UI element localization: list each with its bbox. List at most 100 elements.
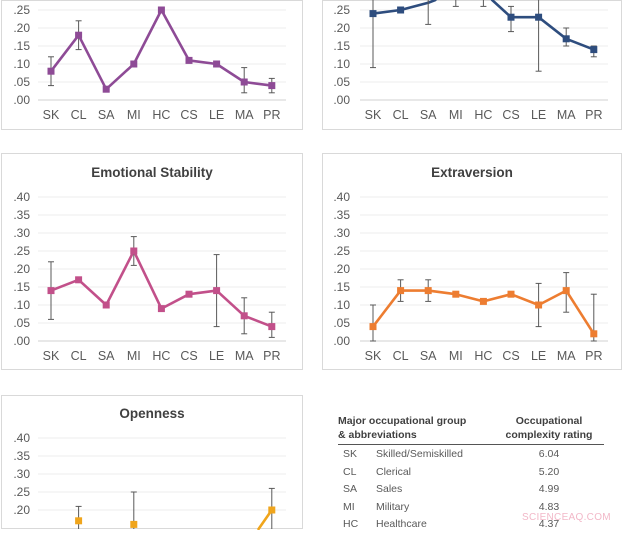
y-tick-label: .00 [333, 93, 350, 107]
x-tick-label: CL [393, 108, 409, 122]
data-point-ma [240, 312, 248, 320]
series-line-segment [215, 289, 246, 318]
y-tick-label: .05 [333, 75, 350, 89]
x-tick-label: MI [449, 349, 463, 363]
y-tick-label: .30 [13, 226, 30, 240]
y-tick-label: .25 [13, 485, 30, 499]
y-tick-label: .15 [13, 39, 30, 53]
x-tick-label: HC [474, 108, 492, 122]
abbr: HC [343, 518, 359, 531]
series-line-segment [537, 15, 568, 41]
header-rating: Occupational complexity rating [494, 414, 604, 442]
panel-border [322, 0, 622, 130]
data-point-hc [157, 305, 165, 313]
y-tick-label: .40 [13, 190, 30, 204]
series-line-segment [371, 8, 402, 15]
table-row: HC Healthcare 4.37 [338, 516, 604, 534]
x-tick-label: HC [474, 349, 492, 363]
rating: 5.20 [538, 465, 560, 478]
series-line-segment [426, 0, 437, 5]
data-point-pr [268, 323, 276, 331]
data-point-le [535, 301, 543, 309]
header-group-line2: & abbreviations [338, 429, 417, 441]
series-line-segment [242, 80, 274, 87]
header-group-line1: Major occupational group [338, 415, 467, 427]
x-tick-label: HC [152, 108, 170, 122]
y-tick-label: .20 [333, 262, 350, 276]
y-tick-label: .20 [13, 262, 30, 276]
x-tick-label: PR [263, 108, 280, 122]
x-tick-label: LE [531, 349, 546, 363]
x-tick-label: SA [98, 108, 115, 122]
x-tick-label: MA [557, 349, 576, 363]
y-tick-label: .25 [13, 3, 30, 17]
data-point-pr [268, 506, 276, 514]
x-tick-label: MA [557, 108, 576, 122]
x-tick-label: MI [127, 108, 141, 122]
data-point-cl [75, 517, 83, 525]
series-line-segment [482, 292, 513, 303]
y-tick-label: .15 [333, 280, 350, 294]
group-name: Healthcare [376, 518, 427, 531]
y-tick-label: .35 [13, 208, 30, 222]
data-point-cl [75, 276, 83, 284]
x-tick-label: PR [585, 108, 602, 122]
series-line-segment [399, 1, 430, 12]
series-line-segment [454, 292, 485, 303]
chart-panel-1: .00 .05 .10 .15 .20 .25 SK CL SA MI HC CS LE MA PR [1, 0, 303, 130]
x-tick-label: LE [209, 108, 224, 122]
data-point-cl [397, 287, 405, 295]
chart-panel-4: Extraversion .00 .05 .10 .15 .20 .25 .30 .35 .40 S… [322, 153, 622, 370]
series-line-segment [49, 278, 80, 292]
y-tick-label: .10 [333, 298, 350, 312]
data-point-cl [75, 31, 83, 39]
series-line-segment [132, 8, 163, 66]
data-point-sk [47, 67, 55, 75]
series-line-segment [242, 314, 274, 328]
x-tick-label: CL [71, 108, 87, 122]
x-tick-label: SK [365, 349, 382, 363]
data-point-cs [507, 290, 515, 298]
y-tick-label: .35 [333, 208, 350, 222]
x-tick-label: SA [420, 108, 437, 122]
y-tick-label: .25 [333, 3, 350, 17]
x-tick-label: HC [152, 349, 170, 363]
x-tick-label: CS [502, 108, 519, 122]
y-tick-label: .15 [13, 280, 30, 294]
data-point-sa [102, 85, 110, 93]
chart-panel-5: Openness .20 .25 .30 .35 .40 [1, 395, 303, 530]
abbr: SA [343, 483, 358, 496]
data-point-ma [240, 78, 248, 86]
x-tick-label: CL [393, 349, 409, 363]
chart-title: Openness [119, 406, 184, 421]
occupation-table: Major occupational group & abbreviations… [338, 414, 604, 534]
abbr: MI [343, 500, 355, 513]
y-tick-label: .40 [13, 431, 30, 445]
abbr: CL [343, 465, 357, 478]
series-line-segment [187, 59, 218, 66]
data-point-sa [102, 301, 110, 309]
y-tick-label: .30 [333, 226, 350, 240]
abbr: SK [343, 448, 358, 460]
chart-title: Emotional Stability [91, 165, 213, 180]
data-point-mi [452, 290, 460, 298]
panel-border [322, 153, 622, 370]
data-point-sk [369, 323, 377, 331]
rating: 6.04 [538, 448, 560, 460]
series-line-segment [49, 33, 80, 73]
series-line-segment [509, 292, 540, 307]
data-point-sk [47, 287, 55, 295]
table-header: Major occupational group & abbreviations… [338, 414, 604, 445]
table-row: SA Sales 4.99 [338, 481, 604, 499]
data-point-pr [590, 46, 598, 54]
series-line-segment [104, 62, 136, 91]
data-point-hc [479, 297, 487, 305]
x-tick-label: CS [180, 349, 197, 363]
data-point-sk [369, 10, 377, 18]
y-tick-label: .10 [13, 57, 30, 71]
x-tick-label: MI [449, 108, 463, 122]
series-line-segment [104, 249, 136, 307]
data-point-cs [185, 56, 193, 64]
y-tick-label: .10 [333, 57, 350, 71]
rating: 4.99 [538, 483, 560, 496]
